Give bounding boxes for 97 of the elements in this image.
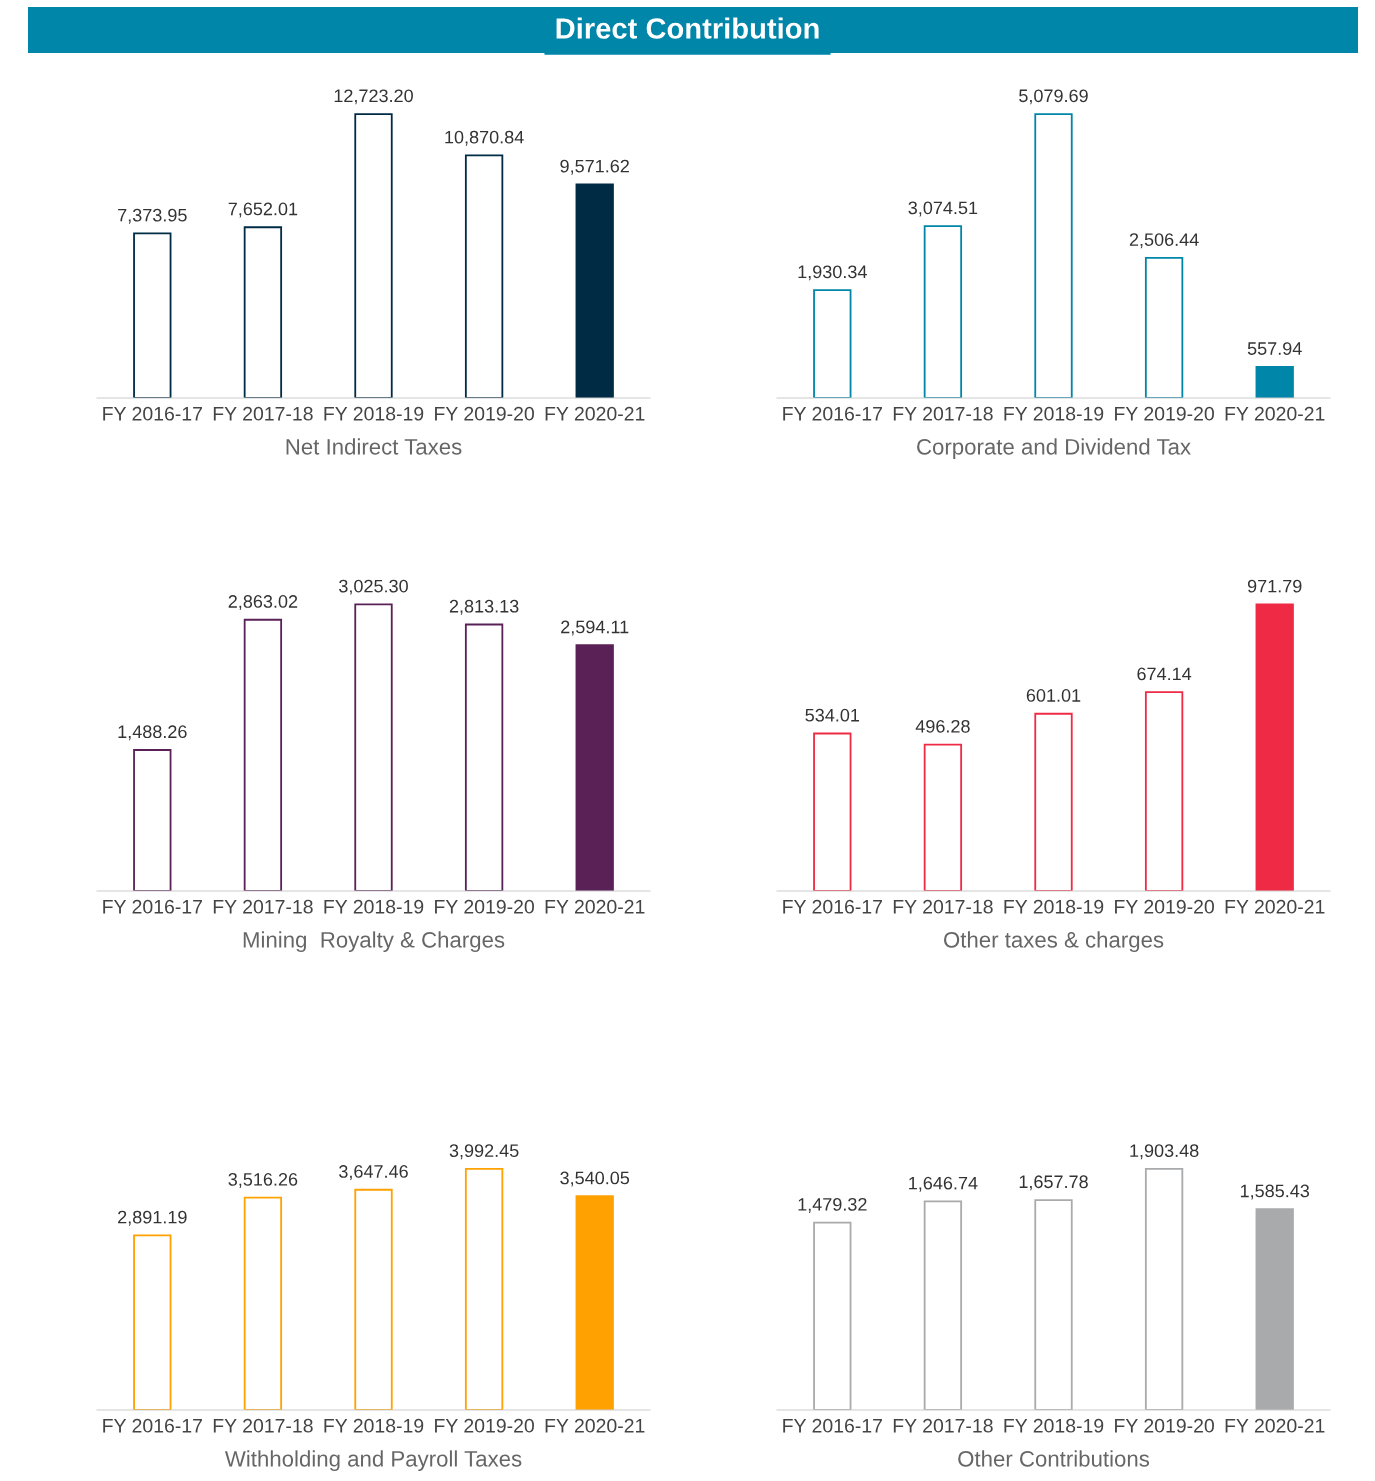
data-label: 3,647.46 xyxy=(339,1165,408,1180)
data-label: 3,540.05 xyxy=(560,1171,630,1187)
x-tick-label: FY 2019-20 xyxy=(1115,899,1214,914)
x-tick-label: FY 2020-21 xyxy=(545,899,645,914)
data-label: 10,870.84 xyxy=(445,130,524,146)
data-label: 1,930.34 xyxy=(798,265,867,281)
data-label: 496.28 xyxy=(915,719,970,733)
x-tick-label: FY 2016-17 xyxy=(103,406,202,421)
data-label: 557.94 xyxy=(1247,342,1302,355)
x-tick-label: FY 2019-20 xyxy=(1115,406,1214,421)
bar xyxy=(813,289,852,398)
bar xyxy=(1034,712,1073,891)
bar xyxy=(1255,603,1294,891)
bar xyxy=(1144,691,1184,891)
data-label: 1,903.48 xyxy=(1130,1144,1199,1160)
x-axis-title: Withholding and Payroll Taxes xyxy=(224,1450,522,1472)
x-tick-label: FY 2020-21 xyxy=(1225,899,1325,914)
data-label: 1,479.32 xyxy=(798,1197,867,1213)
x-tick-label: FY 2017-18 xyxy=(893,406,993,421)
x-tick-label: FY 2019-20 xyxy=(1115,1418,1214,1433)
bar xyxy=(1255,1208,1294,1410)
x-tick-label: FY 2019-20 xyxy=(435,899,534,914)
x-tick-label: FY 2020-21 xyxy=(1225,1418,1325,1433)
data-label: 2,506.44 xyxy=(1129,233,1199,249)
data-label: 1,488.26 xyxy=(118,725,187,741)
data-label: 7,652.01 xyxy=(228,202,298,218)
bar xyxy=(1255,365,1294,398)
data-label: 971.79 xyxy=(1247,579,1302,593)
data-label: 3,516.26 xyxy=(228,1172,298,1188)
x-tick-label: FY 2016-17 xyxy=(783,1418,882,1433)
bar xyxy=(575,644,614,891)
bar xyxy=(813,732,852,891)
x-tick-label: FY 2016-17 xyxy=(103,1418,202,1433)
x-tick-label: FY 2016-17 xyxy=(783,406,882,421)
x-axis-title: Mining Royalty & Charges xyxy=(243,931,505,953)
data-label: 1,657.78 xyxy=(1019,1175,1088,1191)
x-tick-label: FY 2020-21 xyxy=(545,406,645,421)
bar xyxy=(354,1188,393,1410)
data-label: 2,594.11 xyxy=(561,620,629,636)
x-tick-label: FY 2020-21 xyxy=(1225,406,1325,421)
x-tick-label: FY 2017-18 xyxy=(893,1418,993,1433)
bar xyxy=(464,623,504,891)
x-tick-label: FY 2019-20 xyxy=(435,406,534,421)
data-label: 2,813.13 xyxy=(449,599,519,615)
bar xyxy=(1144,1168,1184,1410)
x-tick-label: FY 2019-20 xyxy=(435,1418,534,1433)
data-label: 3,025.30 xyxy=(339,579,408,595)
chart-title: Direct Contribution xyxy=(556,17,819,39)
data-label: 1,646.74 xyxy=(909,1176,978,1192)
bar xyxy=(354,603,393,891)
data-label: 3,992.45 xyxy=(449,1144,519,1160)
x-tick-label: FY 2017-18 xyxy=(213,1418,313,1433)
bar xyxy=(133,749,172,891)
data-label: 534.01 xyxy=(805,708,860,722)
x-axis-title: Other Contributions xyxy=(958,1450,1150,1467)
data-label: 9,571.62 xyxy=(560,159,629,175)
bar xyxy=(243,618,283,891)
bar xyxy=(464,154,504,398)
x-tick-label: FY 2017-18 xyxy=(213,406,313,421)
x-tick-label: FY 2018-19 xyxy=(324,406,424,421)
bar xyxy=(1034,1199,1073,1410)
data-label: 7,373.95 xyxy=(118,208,187,224)
x-axis-title: Other taxes & charges xyxy=(944,931,1164,953)
data-label: 674.14 xyxy=(1137,667,1192,681)
bar xyxy=(133,1234,172,1410)
data-label: 5,079.69 xyxy=(1019,89,1088,105)
x-axis-title: Corporate and Dividend Tax xyxy=(917,438,1191,460)
x-tick-label: FY 2018-19 xyxy=(1004,1418,1104,1433)
bar xyxy=(813,1221,852,1410)
x-tick-label: FY 2018-19 xyxy=(1004,406,1104,421)
data-label: 3,074.51 xyxy=(908,201,978,217)
bar xyxy=(575,183,614,398)
x-tick-label: FY 2016-17 xyxy=(103,899,202,914)
data-label: 2,891.19 xyxy=(118,1210,187,1226)
data-label: 12,723.20 xyxy=(334,89,413,105)
x-tick-label: FY 2017-18 xyxy=(213,899,313,914)
bar xyxy=(1144,256,1184,398)
bar xyxy=(243,226,283,398)
bar xyxy=(923,743,963,891)
bar xyxy=(243,1196,283,1410)
bar xyxy=(923,225,963,398)
x-tick-label: FY 2018-19 xyxy=(324,1418,424,1433)
x-tick-label: FY 2017-18 xyxy=(893,899,993,914)
data-label: 2,863.02 xyxy=(228,595,298,610)
data-label: 601.01 xyxy=(1026,689,1081,702)
bar xyxy=(354,113,393,398)
x-tick-label: FY 2016-17 xyxy=(783,899,882,914)
bar xyxy=(464,1168,504,1410)
x-tick-label: FY 2018-19 xyxy=(1004,899,1104,914)
bar xyxy=(923,1200,963,1410)
x-axis-title: Net Indirect Taxes xyxy=(286,438,462,455)
x-tick-label: FY 2020-21 xyxy=(545,1418,645,1433)
bar xyxy=(133,232,172,398)
bar xyxy=(575,1195,614,1410)
data-label: 1,585.43 xyxy=(1240,1184,1310,1200)
x-tick-label: FY 2018-19 xyxy=(324,899,424,914)
bar xyxy=(1034,113,1073,398)
